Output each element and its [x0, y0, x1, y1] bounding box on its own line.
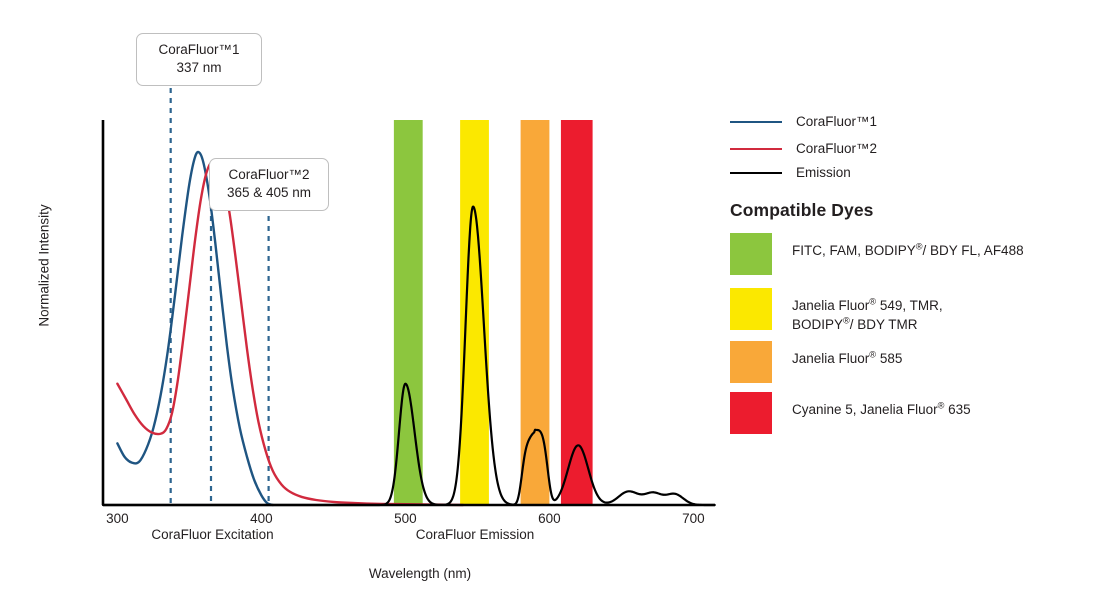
- x-tick-400: 400: [250, 511, 273, 526]
- callout-corafluor1-line2: 337 nm: [176, 59, 222, 75]
- x-axis-title: Wavelength (nm): [368, 566, 472, 581]
- legend-line-swatch-3: [730, 171, 782, 174]
- dye-item-3: Janelia Fluor® 585: [730, 341, 902, 383]
- x-tick-700: 700: [682, 511, 705, 526]
- dye-label-1: FITC, FAM, BODIPY®/ BDY FL, AF488: [792, 241, 1024, 258]
- curve-corafluor2: [116, 159, 465, 507]
- dye-label-2: Janelia Fluor® 549, TMR, BODIPY®/ BDY TMR: [792, 296, 943, 332]
- dye-color-swatch-1: [730, 233, 772, 275]
- emission-band-3: [560, 120, 593, 505]
- dye-color-swatch-2: [730, 288, 772, 330]
- x-tick-300: 300: [106, 511, 129, 526]
- callout-corafluor1-line1: CoraFluor™1: [158, 42, 240, 57]
- dye-item-4: Cyanine 5, Janelia Fluor® 635: [730, 392, 971, 434]
- legend-panel: Compatible Dyes CoraFluor™1 CoraFluor™2 Em…: [730, 0, 1110, 612]
- dye-item-2: Janelia Fluor® 549, TMR, BODIPY®/ BDY TMR: [730, 288, 943, 334]
- plot-canvas: [101, 88, 716, 507]
- legend-item-2: CoraFluor™2: [730, 141, 877, 156]
- dye-item-1: FITC, FAM, BODIPY®/ BDY FL, AF488: [730, 233, 1024, 275]
- legend-item-1: CoraFluor™1: [730, 114, 877, 129]
- x-tick-500: 500: [394, 511, 417, 526]
- callout-corafluor2: CoraFluor™2 365 & 405 nm: [209, 158, 329, 211]
- dye-label-4: Cyanine 5, Janelia Fluor® 635: [792, 400, 971, 417]
- dye-color-swatch-3: [730, 341, 772, 383]
- legend-label-3: Emission: [796, 165, 851, 180]
- dye-color-swatch-4: [730, 392, 772, 434]
- dye-label-3: Janelia Fluor® 585: [792, 349, 903, 366]
- legend-item-3: Emission: [730, 165, 851, 180]
- callout-corafluor2-line2: 365 & 405 nm: [226, 184, 312, 200]
- callout-corafluor2-line1: CoraFluor™2: [228, 167, 310, 182]
- legend-line-swatch-2: [730, 147, 782, 150]
- legend-label-2: CoraFluor™2: [796, 141, 878, 156]
- emission-band-1: [460, 120, 489, 505]
- curve-corafluor1: [116, 150, 275, 507]
- x-tick-600: 600: [538, 511, 561, 526]
- compatible-dyes-title: Compatible Dyes: [730, 200, 874, 220]
- spectra-plot: Normalized Intensity Wavelength (nm) Cor…: [36, 33, 716, 581]
- legend-label-1: CoraFluor™1: [796, 114, 878, 129]
- excitation-region-label: CoraFluor Excitation: [151, 527, 274, 542]
- y-axis-title: Normalized Intensity: [36, 204, 52, 327]
- callout-corafluor1: CoraFluor™1 337 nm: [136, 33, 262, 86]
- legend-line-swatch-1: [730, 120, 782, 123]
- emission-region-label: CoraFluor Emission: [415, 527, 535, 542]
